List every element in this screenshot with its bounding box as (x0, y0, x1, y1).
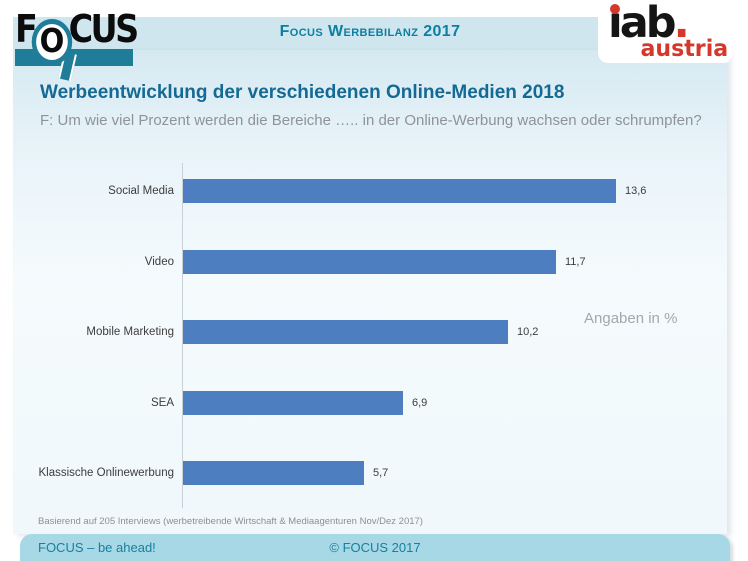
slide-body-background (13, 50, 727, 534)
focus-logo-text-cus: CUS (68, 7, 140, 51)
footnote: Basierend auf 205 Interviews (werbetreib… (38, 516, 423, 527)
slide-title: Werbeentwicklung der verschiedenen Onlin… (40, 82, 565, 103)
footer-slogan: FOCUS – be ahead! (38, 540, 156, 555)
magnifier-lens-icon: O (31, 19, 73, 65)
focus-logo: F O CUS (15, 6, 145, 86)
iab-logo-period: . (673, 0, 690, 48)
iab-logo-subline: austria (640, 36, 729, 62)
footer-bar: FOCUS – be ahead! © FOCUS 2017 (20, 534, 730, 561)
iab-i-dot-icon (610, 4, 620, 14)
focus-logo-text: F O CUS (15, 7, 140, 65)
deck-title: Focus Werbebilanz 2017 (279, 23, 461, 40)
iab-austria-logo: ıab. austria (598, 0, 732, 63)
iab-logo-word: ıab. (598, 0, 732, 46)
survey-question: F: Um wie viel Prozent werden die Bereic… (40, 112, 702, 129)
footer-copyright: © FOCUS 2017 (329, 540, 421, 555)
